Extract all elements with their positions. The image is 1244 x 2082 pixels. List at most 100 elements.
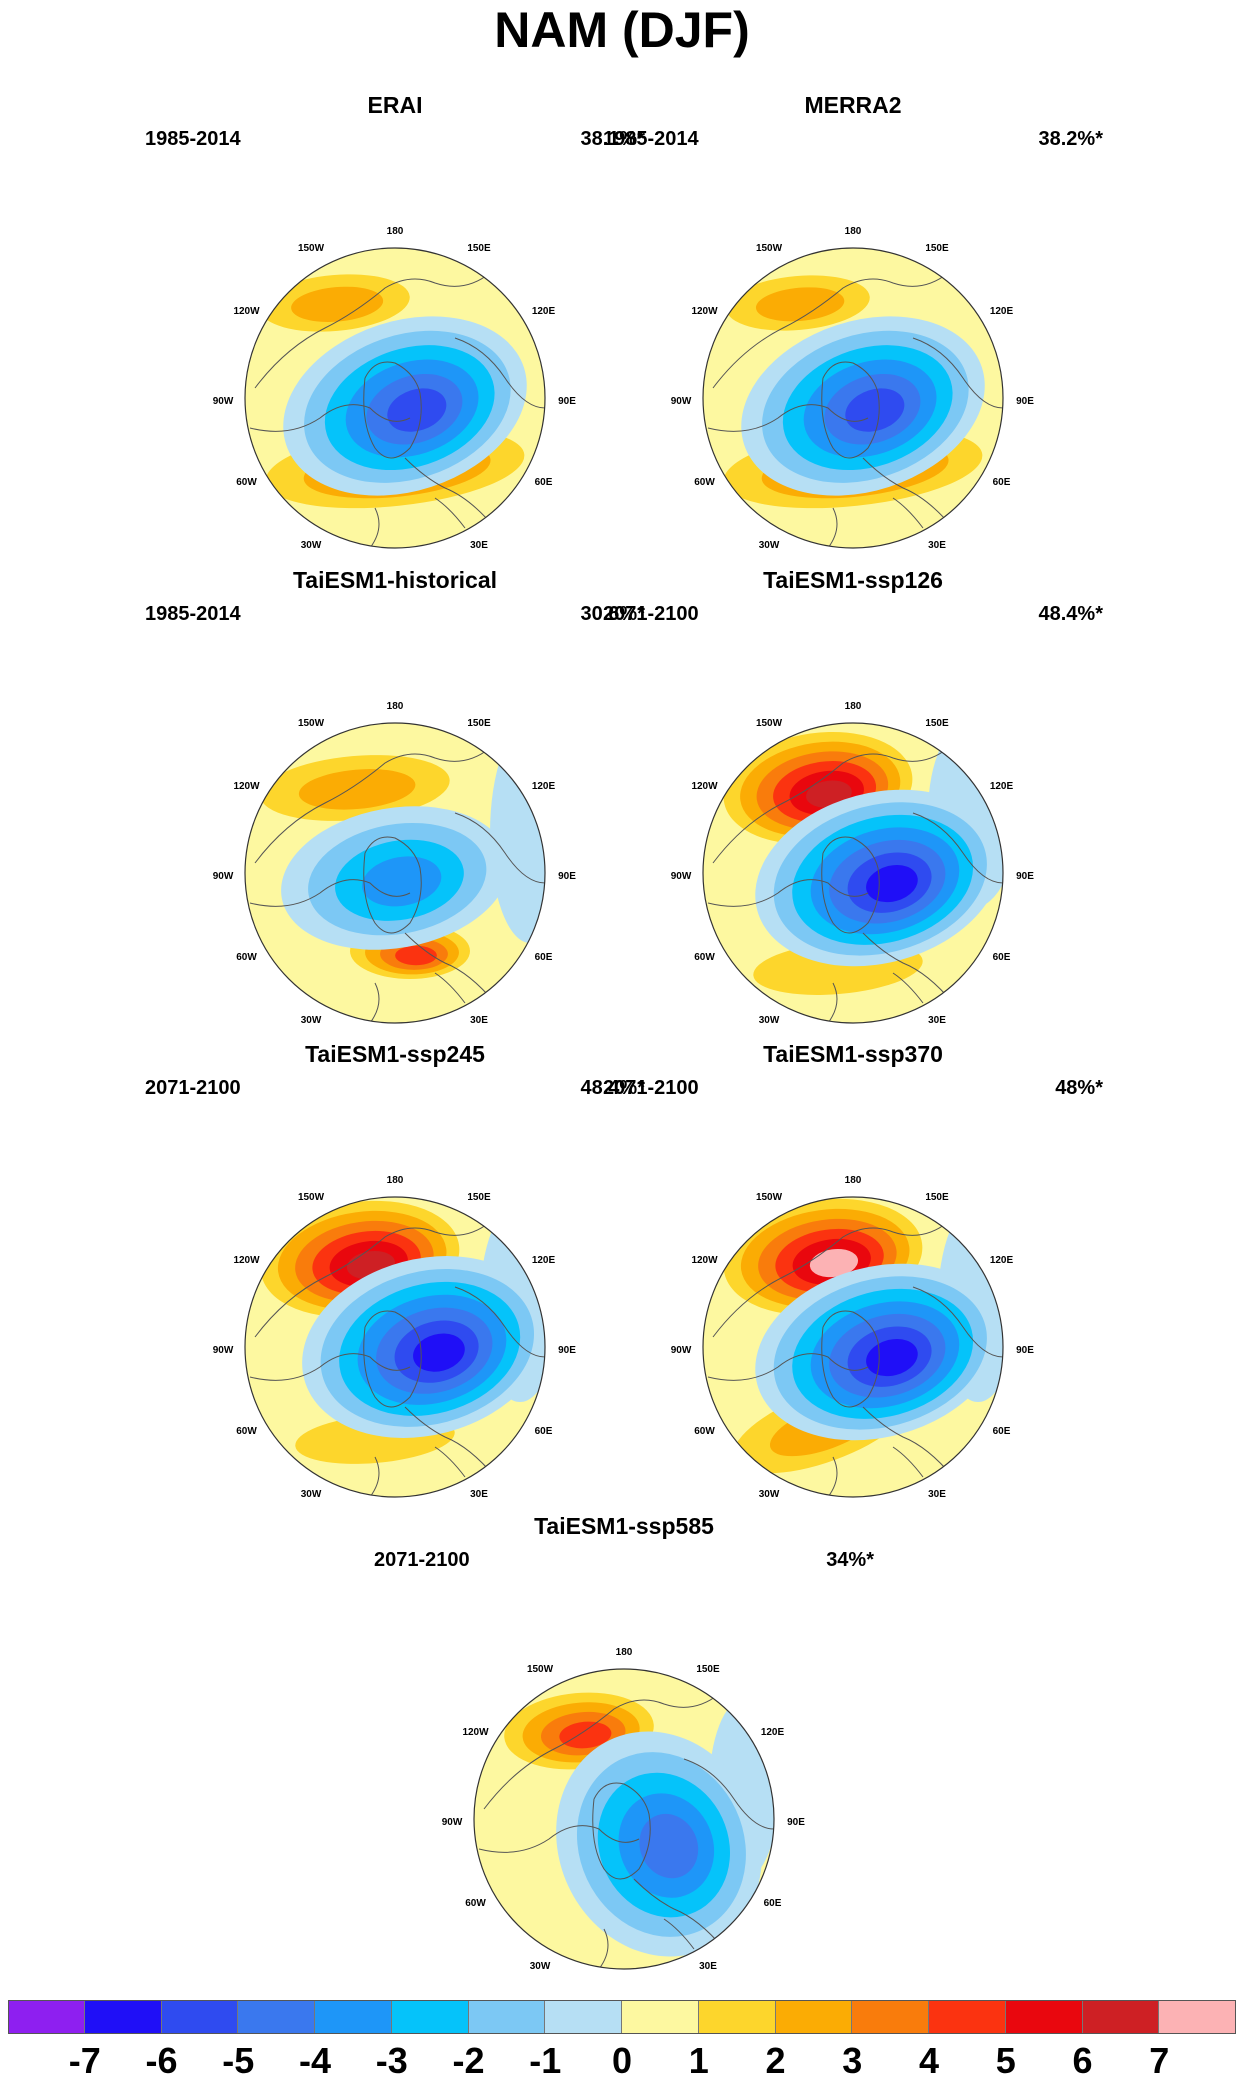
map-boundary [702, 247, 1004, 549]
greenland-coast [363, 1310, 422, 1408]
longitude-label: 150E [925, 1192, 949, 1203]
map-boundary [473, 1668, 775, 1970]
coastline [683, 1758, 774, 1875]
greenland-coast [363, 361, 422, 459]
panel-period: 1985-2014 [603, 128, 699, 150]
panel-title: TaiESM1-ssp370 [763, 1041, 943, 1067]
coastline [827, 972, 924, 1023]
longitude-label: 60E [993, 952, 1011, 963]
pacific-anomaly [806, 780, 852, 808]
colorbar-swatch [468, 2000, 546, 2034]
panel-title: TaiESM1-ssp585 [534, 1513, 714, 1539]
panel-title: MERRA2 [804, 92, 902, 118]
coastline [912, 812, 1003, 929]
colorbar-swatch [161, 2000, 239, 2034]
map-boundary [702, 722, 1004, 1024]
longitude-label: 120E [990, 1255, 1014, 1266]
contour-field [474, 1669, 774, 1969]
colorbar-frame [8, 2000, 1236, 2034]
map-panel-ssp245: TaiESM1-ssp245 2071-2100 48.4%* 180090W9… [115, 1041, 675, 1501]
longitude-label: 90E [1016, 871, 1034, 882]
colorbar-swatch [84, 2000, 162, 2034]
contour-field [703, 723, 1003, 1023]
panel-percent: 48%* [1055, 1077, 1103, 1099]
longitude-label: 150W [298, 718, 325, 729]
longitude-label: 30W [301, 540, 322, 551]
panel-period: 2071-2100 [603, 603, 699, 625]
longitude-label: 60E [993, 477, 1011, 488]
coastlines [707, 1212, 1003, 1497]
panel-percent: 34%* [826, 1549, 874, 1571]
coastline [712, 263, 1003, 389]
longitude-label: 120E [532, 306, 556, 317]
longitude-label: 150W [756, 718, 783, 729]
panel-period: 2071-2100 [374, 1549, 470, 1571]
map-panel-ssp126: TaiESM1-ssp126 2071-2100 48.4%* 180090W9… [573, 567, 1133, 1027]
coastline [712, 1212, 1003, 1338]
coastline [254, 1212, 545, 1338]
colorbar-tick-label: -2 [452, 2040, 485, 2081]
greenland-coast [821, 361, 880, 459]
colorbar-swatch [698, 2000, 776, 2034]
longitude-label: 30W [530, 1961, 551, 1972]
pacific-anomaly [291, 286, 384, 322]
coastline [912, 1286, 1003, 1403]
longitude-label: 120W [233, 781, 260, 792]
longitude-label: 120W [462, 1727, 489, 1738]
atlantic-anomaly [395, 945, 437, 966]
longitude-label: 180 [845, 701, 862, 712]
longitude-label: 30E [470, 1489, 488, 1500]
colorbar [8, 2000, 1236, 2034]
pacific-anomaly [755, 287, 845, 322]
polar-map: 180090W90E150W120W60W30W150E120E60E30E [671, 701, 1035, 1026]
map-boundary [244, 1196, 546, 1498]
polar-map: 180090W90E150W120W60W30W150E120E60E30E [671, 1175, 1035, 1500]
polar-map: 180090W90E150W120W60W30W150E120E60E30E [442, 1647, 806, 1972]
map-panel-ssp370: TaiESM1-ssp370 2071-2100 48%* 180090W90E… [573, 1041, 1133, 1501]
panel-title: TaiESM1-historical [292, 567, 498, 593]
longitude-label: 90W [671, 1345, 692, 1356]
panel-percent: 38.1%* [580, 128, 646, 150]
longitude-label: 30W [759, 1489, 780, 1500]
longitude-label: 90E [558, 396, 576, 407]
pacific-anomaly [298, 769, 416, 810]
coastline [369, 1446, 466, 1497]
polar-map: 180090W90E150W120W60W30W150E120E60E30E [213, 226, 577, 551]
longitude-label: 120E [761, 1727, 785, 1738]
colorbar-tick-label: -3 [375, 2040, 408, 2081]
longitude-label: 60E [535, 952, 553, 963]
contour-field [245, 723, 545, 1023]
coastline [598, 1918, 695, 1969]
coastline [912, 337, 1003, 454]
longitude-label: 150W [298, 243, 325, 254]
greenland-coast [821, 836, 880, 934]
longitude-label: 180 [387, 701, 404, 712]
map-panel-erai: ERAI 1985-2014 38.1%* 180090W90E150W120W… [115, 92, 675, 552]
colorbar-swatch [1159, 2000, 1236, 2034]
longitude-label: 120W [233, 306, 260, 317]
longitude-label: 150E [467, 1192, 491, 1203]
longitude-label: 150E [696, 1664, 720, 1675]
map-boundary [244, 722, 546, 1024]
longitude-label: 90W [213, 871, 234, 882]
greenland-coast [363, 836, 422, 934]
map-panel-merra2: MERRA2 1985-2014 38.2%* 180090W90E150W12… [573, 92, 1133, 552]
panel-period: 1985-2014 [145, 603, 241, 625]
colorbar-tick-label: -4 [298, 2040, 331, 2081]
longitude-label: 60W [236, 477, 257, 488]
polar-map: 180090W90E150W120W60W30W150E120E60E30E [671, 226, 1035, 551]
longitude-label: 150E [925, 718, 949, 729]
colorbar-tick-label: 4 [918, 2040, 940, 2081]
longitude-label: 60W [236, 1426, 257, 1437]
longitude-label: 90W [671, 871, 692, 882]
longitude-label: 180 [387, 226, 404, 237]
colorbar-tick-label: 6 [1072, 2040, 1093, 2081]
longitude-label: 30E [928, 540, 946, 551]
longitude-label: 180 [387, 1175, 404, 1186]
longitude-label: 60E [535, 1426, 553, 1437]
longitude-label: 30E [699, 1961, 717, 1972]
longitude-label: 60W [694, 477, 715, 488]
colorbar-swatch [775, 2000, 853, 2034]
longitude-label: 120E [532, 1255, 556, 1266]
panel-period: 2071-2100 [603, 1077, 699, 1099]
